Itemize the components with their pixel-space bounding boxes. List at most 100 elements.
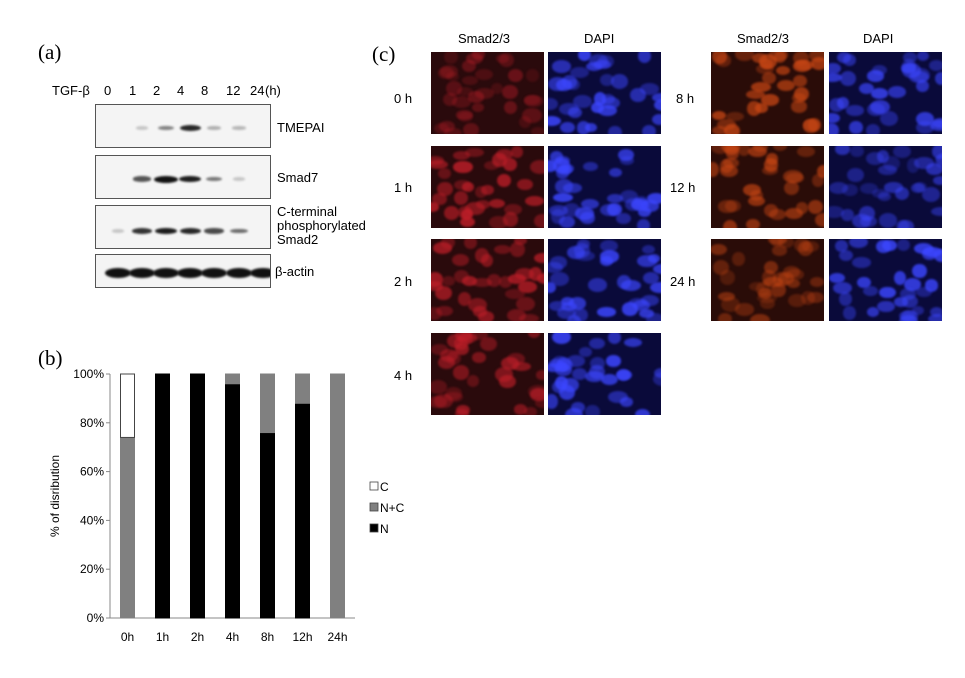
nucleus-shape xyxy=(456,87,473,97)
nucleus-shape xyxy=(548,394,558,410)
nucleus-shape xyxy=(856,276,871,289)
nucleus-shape xyxy=(809,277,824,287)
nucleus-shape xyxy=(879,286,896,299)
nucleus-shape xyxy=(760,94,780,106)
nucleus-shape xyxy=(721,297,741,312)
nucleus-shape xyxy=(903,52,918,63)
blot-beta-actin xyxy=(95,254,271,288)
blot-label-psmad2: C-terminal phosphorylated Smad2 xyxy=(277,205,366,247)
distribution-bar-chart: 0% 20% 40% 60% 80% 100% 0h 1h 2h 4h 8h 12h 24h % of d… xyxy=(48,367,405,644)
nucleus-shape xyxy=(653,368,661,379)
nucleus-shape xyxy=(452,365,470,380)
nucleus-shape xyxy=(431,306,443,320)
legend-swatch xyxy=(369,502,379,512)
nucleus-shape xyxy=(840,71,857,86)
nucleus-shape xyxy=(582,161,598,172)
nucleus-shape xyxy=(623,337,643,348)
nucleus-shape xyxy=(833,282,852,295)
blot-band xyxy=(111,229,125,233)
nucleus-shape xyxy=(461,76,478,86)
nucleus-shape xyxy=(640,200,659,212)
nucleus-shape xyxy=(452,151,471,161)
nucleus-shape xyxy=(649,281,661,294)
nucleus-shape xyxy=(455,343,469,356)
nucleus-shape xyxy=(723,123,740,134)
nucleus-shape xyxy=(499,276,513,289)
nucleus-shape xyxy=(533,253,544,264)
nucleus-shape xyxy=(549,256,568,269)
nucleus-shape xyxy=(755,102,768,114)
nucleus-shape xyxy=(464,147,485,158)
nucleus-shape xyxy=(916,52,930,61)
nucleus-shape xyxy=(499,53,514,67)
nucleus-shape xyxy=(761,72,777,85)
nucleus-shape xyxy=(747,146,768,157)
nucleus-shape xyxy=(555,364,572,377)
nucleus-shape xyxy=(608,167,622,178)
nucleus-shape xyxy=(638,308,655,318)
nucleus-shape xyxy=(565,408,583,415)
nucleus-shape xyxy=(841,208,854,222)
y-axis-label: % of disribution xyxy=(48,455,62,537)
nucleus-shape xyxy=(930,306,942,317)
nucleus-shape xyxy=(797,240,813,256)
nucleus-shape xyxy=(464,239,478,249)
nucleus-shape xyxy=(746,218,761,228)
blot-band xyxy=(232,126,246,130)
nucleus-shape xyxy=(514,404,528,415)
nucleus-shape xyxy=(878,191,891,202)
nucleus-shape xyxy=(599,74,614,86)
nucleus-shape xyxy=(572,367,588,381)
nucleus-shape xyxy=(581,198,600,209)
nucleus-shape xyxy=(567,78,581,91)
nucleus-shape xyxy=(637,207,651,217)
nucleus-shape xyxy=(503,157,518,172)
nucleus-shape xyxy=(471,52,485,60)
nucleus-shape xyxy=(653,99,661,112)
nucleus-shape xyxy=(859,82,875,94)
nucleus-shape xyxy=(763,157,779,173)
nucleus-shape xyxy=(800,290,816,306)
legend-label: N xyxy=(380,522,389,536)
tgf-beta-label: TGF-β xyxy=(52,83,90,98)
nucleus-shape xyxy=(835,240,848,253)
blot-band xyxy=(205,176,223,182)
nucleus-shape xyxy=(551,208,565,224)
nucleus-shape xyxy=(552,193,573,203)
nucleus-shape xyxy=(524,195,544,207)
nucleus-shape xyxy=(616,212,632,225)
panel-a-label: (a) xyxy=(38,40,62,64)
nucleus-shape xyxy=(932,176,942,186)
nucleus-shape xyxy=(580,211,596,225)
nucleus-shape xyxy=(652,264,661,275)
nucleus-shape xyxy=(911,182,926,193)
nucleus-shape xyxy=(906,157,920,173)
nucleus-shape xyxy=(577,52,592,61)
nucleus-shape xyxy=(437,181,453,196)
nucleus-shape xyxy=(763,204,778,218)
nucleus-shape xyxy=(808,199,824,214)
nucleus-shape xyxy=(601,97,620,110)
blot-band xyxy=(131,228,153,234)
nucleus-shape xyxy=(652,113,661,125)
nucleus-shape xyxy=(518,116,532,129)
bar-segment-n-c xyxy=(330,373,345,619)
nucleus-shape xyxy=(647,254,661,264)
nucleus-shape xyxy=(601,373,619,385)
nucleus-shape xyxy=(757,287,773,300)
y-tick-label: 0% xyxy=(87,611,105,625)
nucleus-shape xyxy=(610,74,629,90)
nucleus-shape xyxy=(911,306,924,316)
nucleus-shape xyxy=(451,254,469,267)
nucleus-shape xyxy=(566,246,585,260)
blot-label-beta-actin: β-actin xyxy=(275,264,315,279)
nucleus-shape xyxy=(548,281,556,294)
nucleus-shape xyxy=(444,206,460,220)
nucleus-shape xyxy=(597,54,615,68)
nucleus-shape xyxy=(755,282,772,297)
nucleus-shape xyxy=(746,90,765,100)
y-tick-label: 100% xyxy=(73,367,104,381)
nucleus-shape xyxy=(718,200,737,213)
timepoint-label: 1 xyxy=(129,83,137,98)
nucleus-shape xyxy=(724,199,741,212)
